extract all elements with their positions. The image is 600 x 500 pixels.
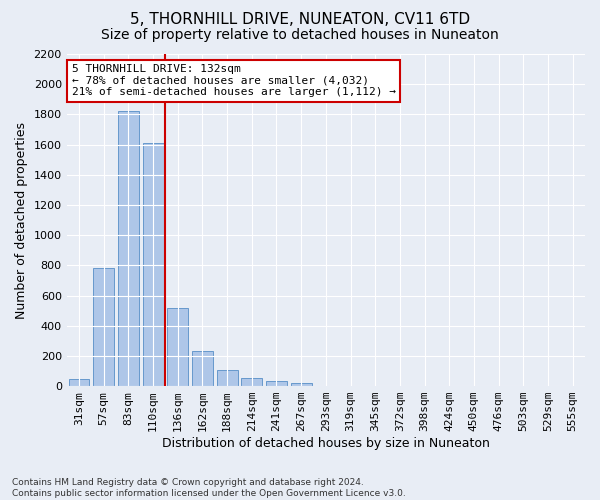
X-axis label: Distribution of detached houses by size in Nuneaton: Distribution of detached houses by size … [162, 437, 490, 450]
Bar [167, 308, 188, 386]
Text: Contains HM Land Registry data © Crown copyright and database right 2024.
Contai: Contains HM Land Registry data © Crown c… [12, 478, 406, 498]
Bar [217, 370, 238, 386]
Text: 5, THORNHILL DRIVE, NUNEATON, CV11 6TD: 5, THORNHILL DRIVE, NUNEATON, CV11 6TD [130, 12, 470, 28]
Bar [192, 352, 213, 386]
Text: Size of property relative to detached houses in Nuneaton: Size of property relative to detached ho… [101, 28, 499, 42]
Bar [118, 112, 139, 386]
Bar [290, 383, 311, 386]
Bar [266, 381, 287, 386]
Bar [93, 268, 114, 386]
Text: 5 THORNHILL DRIVE: 132sqm
← 78% of detached houses are smaller (4,032)
21% of se: 5 THORNHILL DRIVE: 132sqm ← 78% of detac… [72, 64, 396, 97]
Y-axis label: Number of detached properties: Number of detached properties [15, 122, 28, 318]
Bar [143, 143, 164, 386]
Bar [68, 378, 89, 386]
Bar [241, 378, 262, 386]
